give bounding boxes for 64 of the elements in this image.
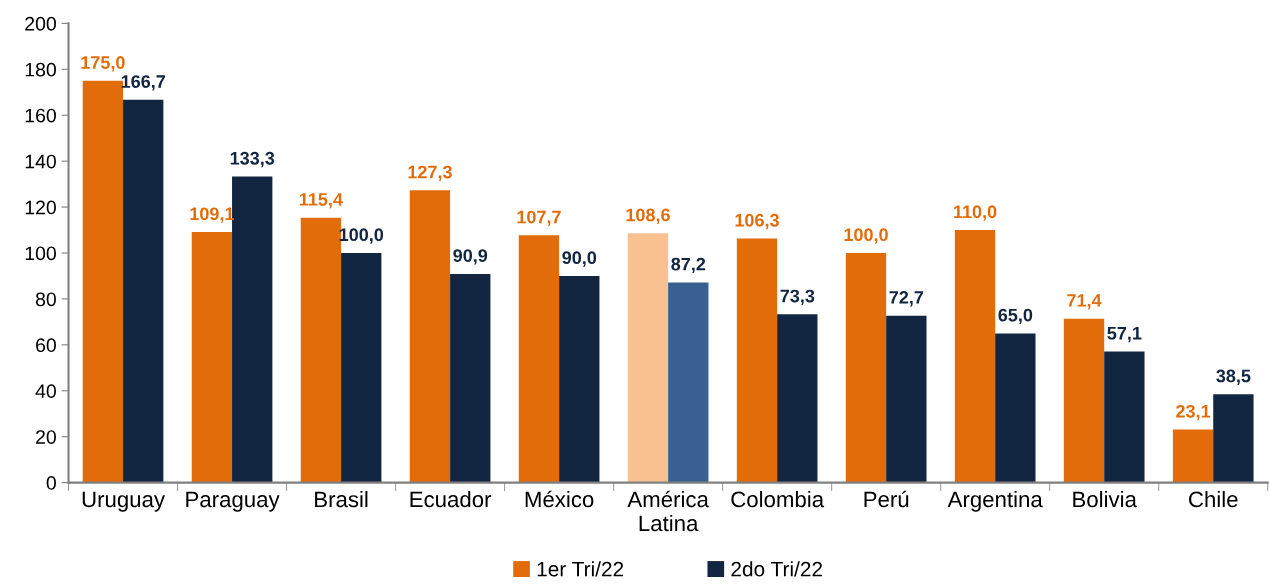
y-tick-label: 140 (25, 154, 56, 169)
bar (518, 235, 560, 483)
data-label: 175,0 (81, 56, 125, 72)
bar (845, 253, 887, 483)
x-tick-label: México (525, 490, 594, 508)
data-label: 65,0 (998, 308, 1033, 325)
legend-label: 1er Tri/22 (537, 561, 624, 577)
data-label: 87,2 (671, 257, 706, 274)
data-label: 127,3 (408, 165, 452, 182)
x-tick-label: América Latina (627, 490, 709, 532)
y-tick-label: 40 (35, 384, 56, 399)
bar (995, 333, 1036, 483)
x-tick-label: Brasil (315, 490, 368, 508)
bar (777, 314, 818, 483)
data-label: 115,4 (299, 193, 343, 209)
bar (450, 273, 491, 483)
bar (627, 233, 669, 483)
y-tick-label: 180 (25, 62, 56, 77)
y-tick-label: 0 (46, 476, 56, 490)
x-tick-label: Ecuador (410, 490, 492, 508)
data-label: 90,0 (562, 251, 597, 267)
data-label: 71,4 (1067, 294, 1102, 310)
data-label: 90,9 (453, 249, 488, 265)
bar (232, 176, 273, 483)
bar (1172, 429, 1214, 483)
bar (409, 190, 451, 483)
data-label: 73,3 (780, 289, 815, 306)
data-label: 133,3 (230, 151, 275, 168)
y-tick-label: 120 (25, 200, 56, 215)
data-label: 72,7 (889, 291, 924, 307)
y-tick-label: 20 (36, 430, 56, 444)
x-tick-label: Uruguay (82, 491, 165, 512)
x-tick-label: Paraguay (186, 491, 280, 512)
data-label: 108,6 (626, 208, 670, 224)
bar (341, 253, 382, 483)
bar (123, 99, 164, 483)
y-tick-label: 60 (36, 338, 56, 353)
bar (191, 232, 233, 483)
bar (1063, 318, 1105, 483)
bar (1104, 351, 1145, 483)
x-tick-label: Argentina (947, 490, 1043, 512)
data-label: 107,7 (517, 210, 561, 227)
x-tick-label: Bolivia (1073, 490, 1137, 508)
y-tick-label: 160 (25, 108, 56, 123)
data-label: 100,0 (844, 228, 888, 244)
data-label: 57,1 (1107, 327, 1142, 343)
bar (668, 282, 709, 483)
y-tick-label: 100 (25, 246, 56, 261)
bar (559, 275, 600, 483)
data-label: 106,3 (735, 213, 779, 230)
x-tick-label: Chile (1189, 490, 1238, 508)
y-tick-label: 200 (25, 16, 56, 31)
data-label: 110,0 (954, 205, 997, 221)
bar (954, 230, 996, 483)
data-label: 38,5 (1216, 369, 1251, 385)
y-tick-label: 80 (35, 292, 56, 307)
bar (1213, 394, 1254, 483)
bar (886, 315, 927, 483)
data-label: 23,1 (1176, 404, 1211, 421)
x-tick-label: Colombia (731, 490, 825, 508)
data-label: 166,7 (121, 75, 165, 91)
bar (736, 238, 778, 483)
legend-label: 2do Tri/22 (731, 561, 822, 577)
x-tick-label: Perú (864, 490, 909, 508)
